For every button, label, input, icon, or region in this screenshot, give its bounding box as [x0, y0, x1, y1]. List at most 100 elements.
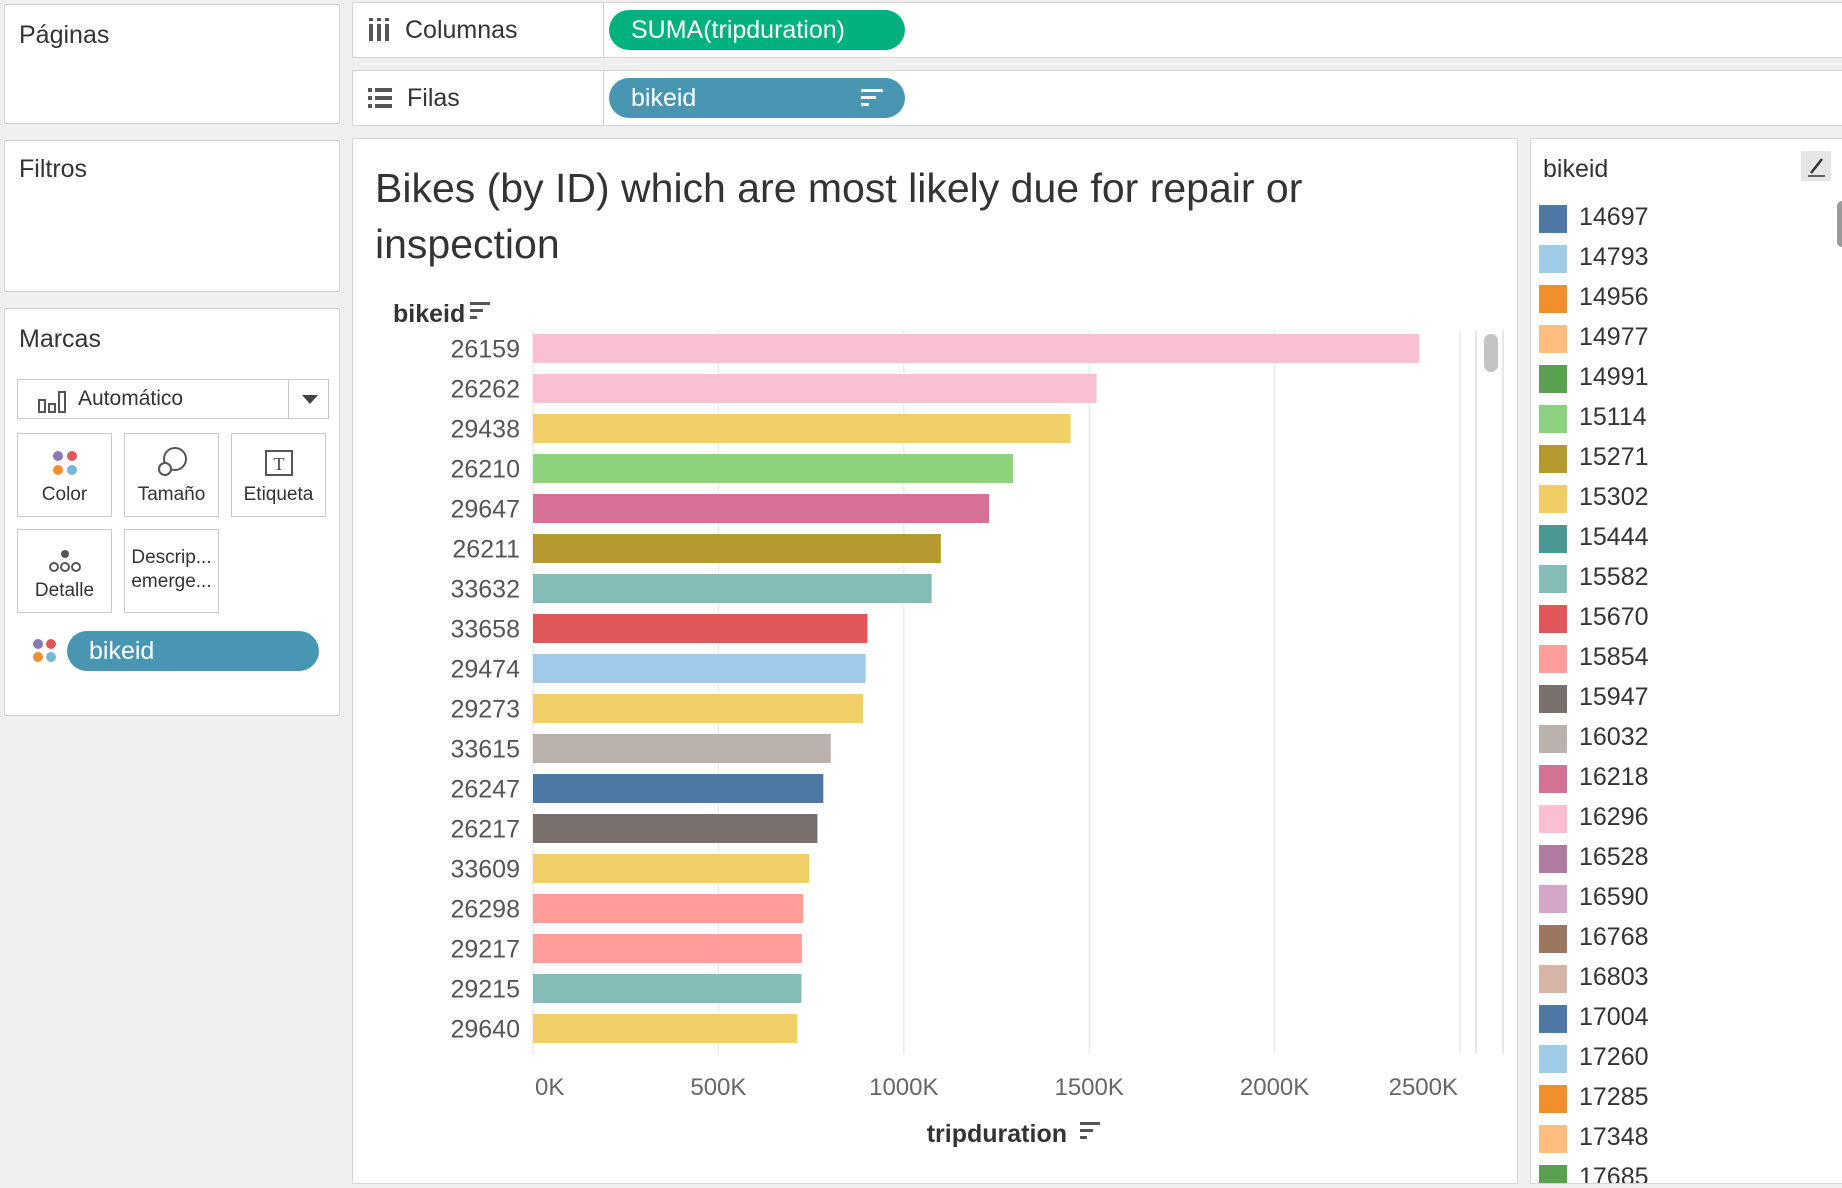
legend-swatch: [1539, 445, 1567, 473]
legend-item[interactable]: 14991: [1531, 361, 1831, 401]
legend-swatch: [1539, 285, 1567, 313]
legend-swatch: [1539, 1045, 1567, 1073]
filters-card[interactable]: Filtros: [4, 140, 340, 292]
legend-item[interactable]: 17285: [1531, 1081, 1831, 1121]
legend-item[interactable]: 14697: [1531, 201, 1831, 241]
legend-swatch: [1539, 1165, 1567, 1183]
columns-shelf[interactable]: Columnas SUMA(tripduration): [352, 2, 1842, 58]
legend-item-label: 14991: [1579, 363, 1649, 391]
edit-pencil-icon: [1808, 158, 1825, 177]
bar-chart-icon: [38, 391, 66, 413]
legend-item[interactable]: 15947: [1531, 681, 1831, 721]
pages-title: Páginas: [19, 21, 110, 49]
legend-swatch: [1539, 685, 1567, 713]
size-button-label: Tamaño: [137, 484, 206, 505]
chevron-down-icon: [302, 395, 318, 404]
legend-item[interactable]: 16803: [1531, 961, 1831, 1001]
sort-descending-icon: [861, 89, 883, 106]
legend-swatch: [1539, 605, 1567, 633]
svg-text:T: T: [273, 454, 284, 474]
marks-title: Marcas: [19, 325, 101, 353]
marks-bikeid-pill[interactable]: bikeid: [67, 631, 319, 671]
detail-dots-icon: [48, 550, 81, 572]
legend-item[interactable]: 15854: [1531, 641, 1831, 681]
pages-card: Páginas: [4, 4, 340, 124]
legend-item[interactable]: 14793: [1531, 241, 1831, 281]
legend-item-label: 14793: [1579, 243, 1649, 271]
size-circles-icon: [157, 447, 187, 476]
legend-item[interactable]: 15302: [1531, 481, 1831, 521]
columns-pill-sum-tripduration[interactable]: SUMA(tripduration): [609, 10, 905, 50]
legend-swatch: [1539, 885, 1567, 913]
legend-item[interactable]: 14977: [1531, 321, 1831, 361]
legend-item[interactable]: 16218: [1531, 761, 1831, 801]
legend-item[interactable]: 17260: [1531, 1041, 1831, 1081]
legend-item-label: 15444: [1579, 523, 1649, 551]
legend-swatch: [1539, 565, 1567, 593]
legend-item[interactable]: 16590: [1531, 881, 1831, 921]
detail-button[interactable]: Detalle: [17, 529, 112, 613]
view-title-line-2: inspection: [375, 221, 560, 267]
detail-button-label: Detalle: [34, 580, 95, 601]
legend-item-label: 14977: [1579, 323, 1649, 351]
legend-item[interactable]: 16032: [1531, 721, 1831, 761]
legend-item[interactable]: 16528: [1531, 841, 1831, 881]
legend-swatch: [1539, 845, 1567, 873]
legend-item-label: 14956: [1579, 283, 1649, 311]
legend-title: bikeid: [1543, 155, 1609, 183]
label-button-label: Etiqueta: [243, 484, 314, 505]
legend-swatch: [1539, 1005, 1567, 1033]
view-canvas: Bikes (by ID) which are most likely due …: [352, 138, 1518, 1184]
legend-item-label: 16528: [1579, 843, 1649, 871]
filters-title: Filtros: [19, 155, 88, 183]
legend-item[interactable]: 15444: [1531, 521, 1831, 561]
legend-swatch: [1539, 925, 1567, 953]
legend-item[interactable]: 16768: [1531, 921, 1831, 961]
legend-item-label: 16032: [1579, 723, 1649, 751]
legend-item-label: 15302: [1579, 483, 1649, 511]
legend-swatch: [1539, 1125, 1567, 1153]
legend-item[interactable]: 17004: [1531, 1001, 1831, 1041]
legend-swatch: [1539, 645, 1567, 673]
legend-item[interactable]: 15582: [1531, 561, 1831, 601]
legend-scrollbar-thumb[interactable]: [1837, 201, 1842, 247]
view-title-line-1: Bikes (by ID) which are most likely due …: [375, 165, 1303, 211]
legend-item-label: 15114: [1579, 403, 1647, 431]
legend-swatch: [1539, 205, 1567, 233]
legend-item[interactable]: 17685: [1531, 1161, 1831, 1183]
legend-swatch: [1539, 765, 1567, 793]
rows-pill-bikeid[interactable]: bikeid: [609, 78, 905, 118]
tooltip-button-label-line1: Descrip...: [131, 547, 212, 568]
legend-list: 14697 14793 14956 14977 14991 15114 15271 15302…: [1531, 201, 1831, 1183]
legend-item-label: 17004: [1579, 1003, 1649, 1031]
legend-item[interactable]: 15670: [1531, 601, 1831, 641]
legend-item-label: 17285: [1579, 1083, 1649, 1111]
rows-shelf[interactable]: Filas bikeid: [352, 70, 1842, 126]
legend-swatch: [1539, 405, 1567, 433]
tooltip-button[interactable]: Descrip... emerge...: [124, 529, 219, 613]
mark-type-label: Automático: [78, 387, 184, 410]
legend-item-label: 17348: [1579, 1123, 1649, 1151]
legend-swatch: [1539, 525, 1567, 553]
legend-item-label: 14697: [1579, 203, 1649, 231]
columns-icon: [369, 18, 389, 41]
color-dots-icon: [52, 451, 77, 475]
marks-card: Marcas Automático Color Tamaño: [4, 308, 340, 716]
legend-item[interactable]: 15271: [1531, 441, 1831, 481]
legend-swatch: [1539, 725, 1567, 753]
color-button[interactable]: Color: [17, 433, 112, 517]
mark-type-dropdown[interactable]: Automático: [17, 379, 329, 419]
legend-item-label: 15582: [1579, 563, 1649, 591]
legend-item[interactable]: 15114: [1531, 401, 1831, 441]
rows-shelf-label: Filas: [353, 71, 604, 125]
label-button[interactable]: T Etiqueta: [231, 433, 326, 517]
legend-edit-button[interactable]: [1801, 151, 1831, 181]
size-button[interactable]: Tamaño: [124, 433, 219, 517]
color-encoding-icon: [33, 639, 56, 662]
legend-swatch: [1539, 245, 1567, 273]
legend-item[interactable]: 17348: [1531, 1121, 1831, 1161]
legend-item[interactable]: 16296: [1531, 801, 1831, 841]
legend-item[interactable]: 14956: [1531, 281, 1831, 321]
legend-card: bikeid 14697 14793 14956 14977 14991 15114 152…: [1530, 138, 1842, 1184]
rows-icon: [368, 88, 392, 108]
